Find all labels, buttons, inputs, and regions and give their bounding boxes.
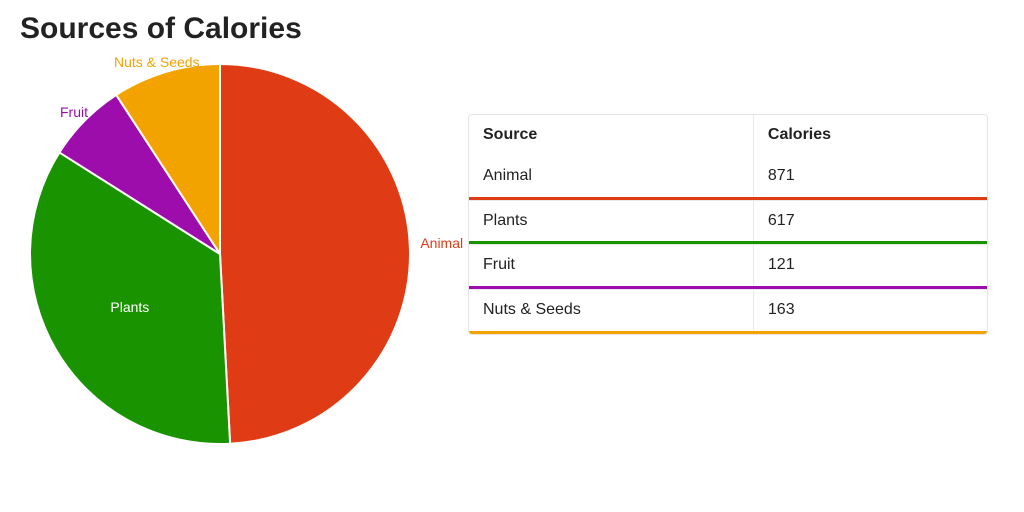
pie-slice-label: Animal xyxy=(420,235,463,251)
page-title: Sources of Calories xyxy=(20,12,1004,46)
layout: AnimalPlantsFruitNuts & Seeds Source Cal… xyxy=(20,54,1004,454)
table-row: Plants617 xyxy=(469,200,987,245)
cell-source: Animal xyxy=(469,156,754,197)
cell-calories: 163 xyxy=(754,290,987,331)
col-header-calories: Calories xyxy=(754,115,987,156)
cell-source: Plants xyxy=(469,201,754,242)
table-row: Animal871 xyxy=(469,156,987,200)
cell-source: Nuts & Seeds xyxy=(469,290,754,331)
cell-calories: 617 xyxy=(754,201,987,242)
pie-svg xyxy=(20,54,420,454)
row-underline xyxy=(469,331,987,334)
cell-calories: 121 xyxy=(754,245,987,286)
table-header-row: Source Calories xyxy=(469,115,987,156)
calorie-table: Source Calories Animal871Plants617Fruit1… xyxy=(468,114,988,335)
pie-slice xyxy=(220,64,410,444)
table-row: Fruit121 xyxy=(469,244,987,289)
pie-chart: AnimalPlantsFruitNuts & Seeds xyxy=(20,54,420,454)
cell-calories: 871 xyxy=(754,156,987,197)
table-row: Nuts & Seeds163 xyxy=(469,289,987,334)
col-header-source: Source xyxy=(469,115,754,156)
cell-source: Fruit xyxy=(469,245,754,286)
